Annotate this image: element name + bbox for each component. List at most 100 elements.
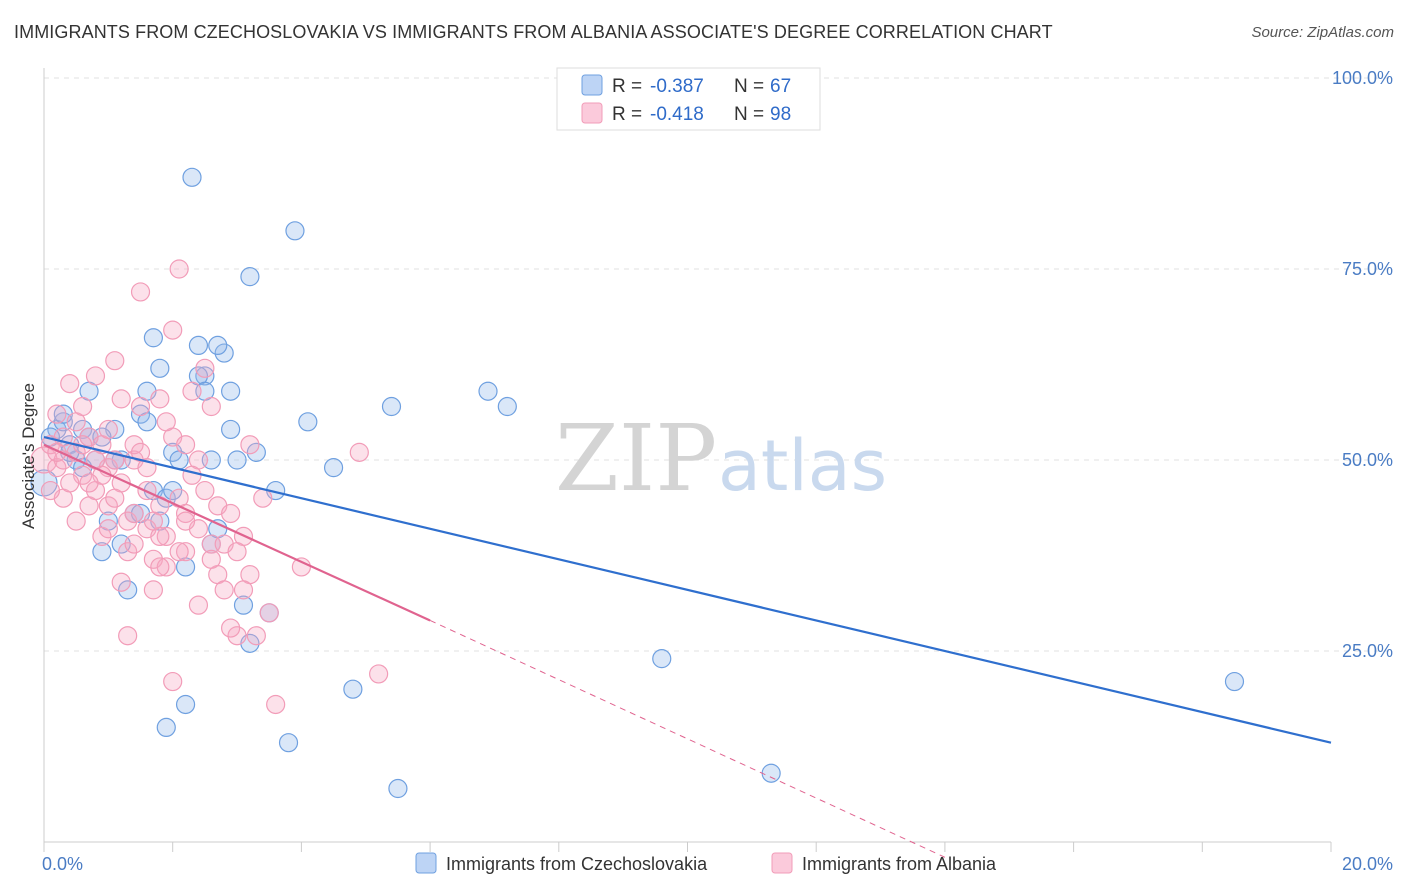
legend-n-label-0: N = [734, 76, 764, 97]
point-s1-80 [175, 435, 196, 455]
point-s1-69 [60, 473, 80, 493]
point-s0-29 [227, 450, 247, 470]
point-s1-40 [175, 542, 196, 562]
point-s1-53 [240, 435, 260, 455]
point-s1-44 [188, 595, 209, 615]
y-axis-label: Associate's Degree [19, 383, 38, 529]
point-s1-34 [156, 557, 176, 577]
x-tick-label-1: 20.0% [1342, 854, 1393, 874]
bottom-legend-label-albania: Immigrants from Albania [802, 854, 997, 874]
x-tick-label-0: 0.0% [42, 854, 83, 874]
y-tick-label-2: 75.0% [1342, 259, 1393, 279]
point-s0-28 [221, 419, 241, 440]
point-s1-56 [253, 488, 273, 508]
legend-r-value-0: -0.387 [650, 76, 704, 97]
x-tick-labels: 0.0% 20.0% [42, 854, 1393, 874]
chart-title: IMMIGRANTS FROM CZECHOSLOVAKIA VS IMMIGR… [14, 22, 1053, 42]
point-s1-22 [118, 511, 138, 531]
series-legend: Immigrants from Czechoslovakia Immigrant… [415, 852, 997, 874]
point-s1-79 [156, 412, 176, 432]
point-s0-46 [1224, 671, 1245, 692]
point-s1-25 [124, 503, 144, 524]
point-s1-63 [73, 396, 93, 417]
y-tick-label-0: 25.0% [1342, 641, 1393, 661]
point-s1-67 [182, 465, 202, 485]
point-s0-32 [246, 442, 266, 462]
point-s0-27 [214, 343, 234, 363]
point-s1-38 [169, 259, 189, 279]
point-s1-60 [349, 442, 369, 462]
stats-legend: R = -0.387 N = 67 R = -0.418 N = 98 [556, 67, 821, 131]
point-s0-43 [497, 396, 517, 417]
point-s1-68 [201, 396, 221, 417]
point-s1-78 [130, 442, 151, 462]
point-s1-91 [98, 519, 118, 539]
trend-line-dashed-1 [429, 619, 946, 858]
legend-r-label-0: R = [612, 76, 642, 97]
point-s1-87 [163, 320, 183, 340]
watermark-atlas: atlas [718, 425, 887, 507]
point-s0-22 [182, 167, 202, 187]
point-s1-31 [143, 580, 163, 600]
point-s0-8 [92, 542, 112, 562]
point-s1-5 [60, 374, 80, 394]
point-s0-60 [221, 381, 241, 401]
point-s1-23 [118, 626, 138, 646]
point-s0-59 [208, 335, 228, 355]
point-s1-14 [92, 526, 112, 547]
bottom-legend-swatch-czechoslovakia [415, 852, 437, 874]
point-s1-55 [246, 626, 266, 646]
y-tick-label-3: 100.0% [1332, 68, 1393, 88]
series-albania-points [30, 259, 389, 715]
legend-n-value-1: 98 [770, 104, 791, 125]
point-s1-19 [111, 389, 131, 409]
point-s1-71 [118, 542, 138, 562]
point-s0-62 [156, 717, 176, 738]
legend-n-value-0: 67 [770, 76, 791, 97]
point-s1-57 [259, 603, 279, 623]
point-s0-23 [188, 335, 209, 355]
point-s1-89 [221, 618, 241, 638]
point-s0-0 [30, 469, 58, 497]
bottom-legend-swatch-albania [771, 852, 793, 874]
trend-line-0 [43, 436, 1332, 744]
point-s0-61 [240, 267, 260, 287]
point-s0-37 [298, 412, 318, 432]
point-s0-54 [143, 328, 163, 348]
point-s1-93 [150, 557, 170, 577]
point-s0-30 [233, 595, 254, 615]
point-s1-32 [150, 389, 170, 409]
point-s1-37 [163, 671, 183, 692]
point-s0-36 [285, 221, 305, 241]
point-s1-81 [214, 580, 234, 600]
point-s0-38 [323, 458, 344, 478]
point-s1-85 [105, 488, 125, 508]
trend-line-1 [43, 443, 431, 622]
point-s1-2 [47, 458, 67, 478]
point-s0-41 [388, 778, 408, 799]
legend-swatch-albania [581, 102, 603, 124]
y-tick-labels: 25.0% 50.0% 75.0% 100.0% [1332, 68, 1393, 661]
point-s0-39 [343, 679, 363, 699]
point-s1-76 [66, 511, 86, 531]
point-s0-21 [175, 694, 196, 715]
point-s1-50 [221, 503, 241, 524]
point-s1-74 [195, 480, 215, 501]
point-s1-26 [130, 282, 151, 302]
point-s1-73 [169, 542, 189, 562]
point-s0-55 [150, 358, 170, 378]
axes [43, 68, 1332, 852]
legend-r-value-1: -0.418 [650, 104, 704, 125]
point-s1-58 [266, 694, 286, 715]
legend-n-label-1: N = [734, 104, 764, 125]
bottom-legend-label-czechoslovakia: Immigrants from Czechoslovakia [446, 854, 708, 874]
point-s1-95 [201, 549, 221, 569]
point-s1-27 [130, 396, 151, 417]
grid-lines [44, 77, 1391, 652]
point-s1-94 [175, 511, 196, 531]
point-s1-96 [233, 580, 254, 600]
point-s1-51 [227, 626, 247, 646]
point-s1-92 [124, 534, 144, 554]
point-s0-5 [73, 419, 93, 440]
